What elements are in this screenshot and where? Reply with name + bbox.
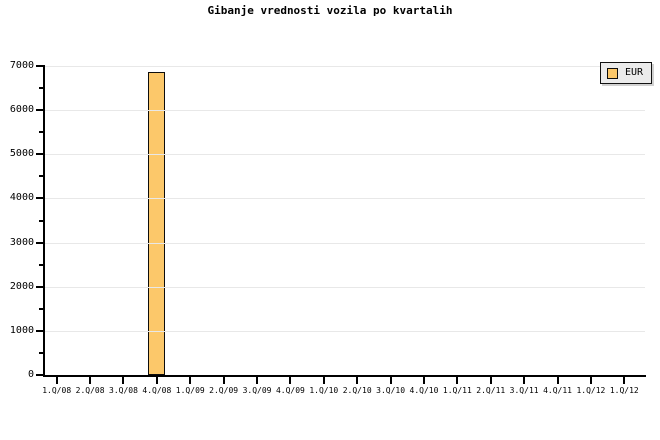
y-axis-tick-major [36,329,44,332]
x-axis-tick [189,377,192,384]
x-axis-tick [256,377,259,384]
gridline [44,110,645,112]
chart-title: Gibanje vrednosti vozila po kvartalih [207,4,453,17]
gridline [44,154,645,156]
x-axis-label: 3.Q/11 [509,386,539,395]
y-axis-tick-minor [39,131,44,134]
y-axis-tick-minor [39,263,44,266]
x-axis-label: 4.Q/08 [142,386,172,395]
y-axis-label: 7000 [9,60,34,71]
x-axis-label: 4.Q/09 [275,386,305,395]
x-axis-label: 4.Q/11 [543,386,572,395]
x-axis-tick [489,377,492,384]
y-axis-label: 3000 [9,236,34,248]
x-axis-label: 3.Q/08 [109,386,138,395]
y-axis-tick-major [36,374,44,376]
x-axis-tick [556,377,559,384]
y-axis-label: 0 [27,369,34,380]
y-axis-tick-minor [39,219,44,222]
y-axis-tick-major [36,241,44,244]
x-axis-line [43,375,646,377]
x-axis-label: 2.Q/09 [209,386,239,395]
y-axis-tick-major [36,153,44,156]
x-axis-tick [523,377,526,384]
y-axis-tick-major [36,109,44,112]
y-axis-tick-minor [39,351,44,354]
x-axis-tick [289,377,292,384]
x-axis-label: 2.Q/08 [75,386,105,395]
x-axis-tick [55,377,58,384]
x-axis-tick [589,377,592,384]
x-axis-label: 2.Q/11 [476,386,506,395]
y-axis-tick-major [36,65,44,67]
y-axis-tick-minor [39,307,44,310]
chart-legend[interactable]: EUR [599,62,652,84]
y-axis-line [43,65,45,377]
y-axis-label: 1000 [9,324,34,336]
x-axis-tick [89,377,92,384]
y-axis-label: 2000 [9,280,34,292]
gridline [44,66,645,67]
x-axis-label: 4.Q/10 [409,386,439,395]
gridline [44,286,645,288]
gridline [44,242,645,244]
x-axis-label: 3.Q/09 [242,386,272,395]
x-axis-label: 2.Q/10 [342,386,372,395]
y-axis-tick-major [36,285,44,288]
x-axis-label: 3.Q/10 [376,386,406,395]
x-axis-tick [422,377,425,384]
x-axis-tick [389,377,392,384]
x-axis-label: 1.Q/11 [442,386,472,395]
y-axis-tick-major [36,197,44,200]
x-axis-tick [155,377,158,384]
x-axis-tick [122,377,125,384]
gridline [44,198,645,200]
x-axis-label: 1.Q/08 [42,386,72,395]
y-axis-tick-minor [39,87,44,90]
x-axis-tick [456,377,459,384]
legend-label-eur: EUR [624,67,643,78]
x-axis-tick [623,377,626,384]
x-axis-label: 1.Q/09 [175,386,205,395]
x-axis-tick [356,377,359,384]
bar[interactable] [148,72,166,375]
gridline [44,330,645,332]
x-axis-tick [322,377,325,384]
y-axis-label: 4000 [9,192,34,204]
x-axis-label: 1.Q/10 [309,386,339,395]
y-axis-tick-minor [39,175,44,178]
plot-area [44,66,645,375]
y-axis-label: 6000 [9,104,34,116]
x-axis-tick [222,377,225,384]
x-axis-label: 1.Q/12 [609,386,639,395]
x-axis-label: 1.Q/12 [576,386,606,395]
y-axis-label: 5000 [9,148,34,160]
legend-swatch-eur [606,67,618,79]
